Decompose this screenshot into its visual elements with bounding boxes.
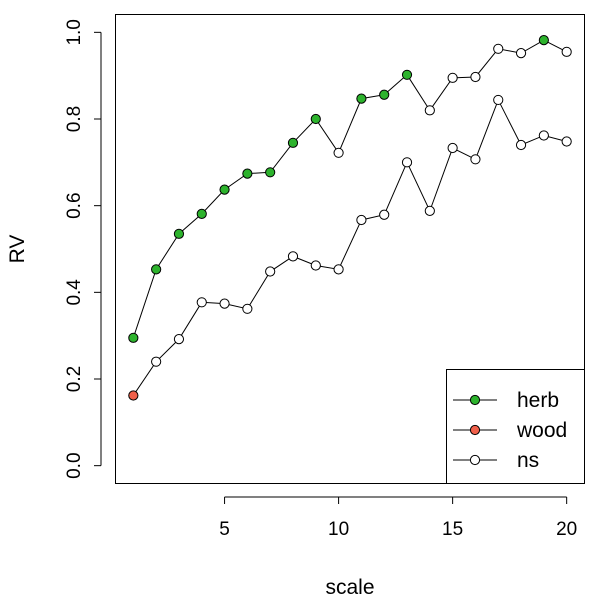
data-point-ns xyxy=(561,136,572,147)
data-point-herb xyxy=(401,69,413,80)
legend-marker xyxy=(469,454,481,466)
y-tick-label: 0.2 xyxy=(64,366,85,392)
data-point-ns xyxy=(424,205,435,216)
y-tick-label: 0.8 xyxy=(64,106,85,132)
y-tick-label: 0.6 xyxy=(64,192,85,218)
data-point-herb xyxy=(151,264,162,275)
data-point-ns xyxy=(173,334,185,345)
data-point-ns xyxy=(493,94,504,106)
data-point-ns xyxy=(424,105,435,116)
data-point-herb xyxy=(128,332,139,343)
data-point-ns xyxy=(333,147,344,158)
data-point-wood xyxy=(128,390,139,401)
data-point-ns xyxy=(515,48,527,59)
data-point-ns xyxy=(265,266,276,277)
x-tick-label: 5 xyxy=(219,519,230,540)
legend-label-herb: herb xyxy=(517,389,559,412)
legend-label-wood: wood xyxy=(516,419,567,442)
data-point-herb xyxy=(196,208,207,219)
y-axis: 0.0 0.2 0.4 0.6 0.8 1.0 xyxy=(64,19,102,479)
legend-label-ns: ns xyxy=(517,449,539,472)
data-point-ns xyxy=(447,72,458,83)
plot-frame xyxy=(115,14,585,484)
x-axis-title: scale xyxy=(325,576,374,599)
data-point-ns xyxy=(515,139,527,151)
data-point-ns xyxy=(401,157,413,168)
data-point-ns xyxy=(470,154,481,165)
data-point-ns xyxy=(287,251,299,262)
data-point-ns xyxy=(379,209,390,220)
legend-marker xyxy=(469,394,481,406)
data-point-herb xyxy=(379,89,390,100)
series-line xyxy=(132,39,567,338)
data-point-herb xyxy=(310,113,321,125)
x-tick-label: 15 xyxy=(442,519,463,540)
series-line xyxy=(132,98,567,396)
x-axis: 5 10 15 20 xyxy=(219,496,577,540)
data-point-herb xyxy=(538,35,549,46)
data-point-herb xyxy=(242,168,253,179)
x-tick-label: 20 xyxy=(556,519,577,540)
series-layer xyxy=(128,35,572,401)
data-point-herb xyxy=(356,93,367,104)
data-point-ns xyxy=(470,71,481,83)
x-tick-label: 10 xyxy=(328,519,349,540)
y-tick-label: 1.0 xyxy=(64,19,85,45)
legend-box xyxy=(446,369,585,484)
data-point-herb xyxy=(173,228,185,239)
legend: herb wood ns xyxy=(446,369,585,484)
y-tick-label: 0.0 xyxy=(64,452,85,478)
data-point-ns xyxy=(242,303,253,314)
legend-marker xyxy=(469,424,481,436)
data-point-ns xyxy=(333,264,344,275)
data-point-ns xyxy=(447,142,458,154)
data-point-ns xyxy=(310,260,321,271)
y-tick-label: 0.4 xyxy=(64,279,85,306)
data-point-herb xyxy=(219,184,230,195)
data-point-herb xyxy=(287,137,299,148)
data-point-ns xyxy=(561,46,572,57)
data-point-herb xyxy=(265,167,276,178)
y-axis-title: RV xyxy=(6,235,29,264)
data-point-ns xyxy=(196,297,207,308)
data-point-ns xyxy=(151,356,162,367)
data-point-ns xyxy=(493,43,504,54)
data-point-ns xyxy=(219,298,230,309)
data-point-ns xyxy=(538,130,549,141)
data-point-ns xyxy=(356,214,367,226)
